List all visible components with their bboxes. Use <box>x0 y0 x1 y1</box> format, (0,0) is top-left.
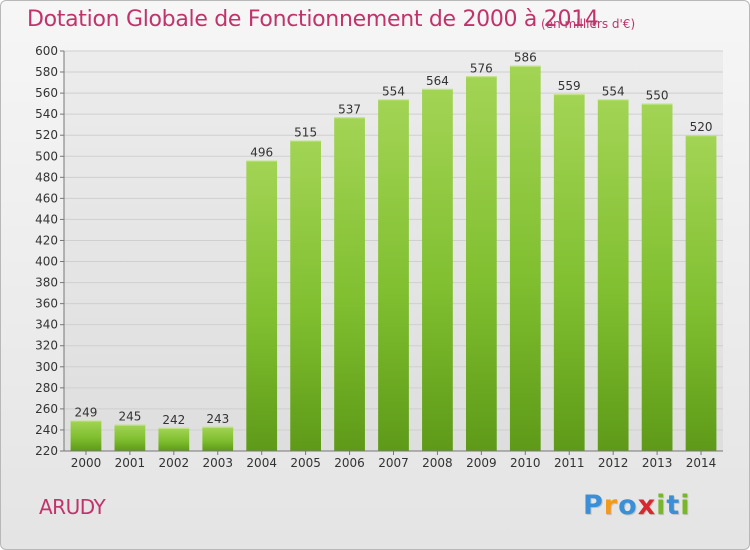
y-tick-label: 560 <box>35 86 58 100</box>
x-tick-label-2011: 2011 <box>554 456 585 470</box>
logo-letter: x <box>637 490 657 521</box>
x-tick-label-2012: 2012 <box>598 456 629 470</box>
y-tick-label: 400 <box>35 255 58 269</box>
y-tick-label: 440 <box>35 212 58 226</box>
bars-layer: 249 245 242 243 496 515 537 554 564 576 586 559 554 5… <box>70 51 717 452</box>
bar-2001 <box>114 424 146 451</box>
proxiti-logo: Proxiti <box>583 490 691 521</box>
bar-2006 <box>334 117 365 451</box>
y-tick-label: 220 <box>35 444 58 458</box>
bar-2003 <box>202 426 234 451</box>
y-tick-label: 340 <box>35 318 58 332</box>
y-tick-label: 380 <box>35 276 58 290</box>
place-name: ARUDY <box>39 495 106 519</box>
logo-letter: o <box>618 490 638 521</box>
x-tick-label-2002: 2002 <box>159 456 190 470</box>
x-tick-label-2003: 2003 <box>202 456 233 470</box>
bar-2010 <box>509 65 541 451</box>
y-tick-label: 500 <box>35 149 58 163</box>
y-tick-label: 260 <box>35 402 58 416</box>
data-label-2011: 559 <box>558 79 581 93</box>
y-tick-label: 420 <box>35 233 58 247</box>
bar-2002 <box>158 427 190 451</box>
bar-2011 <box>553 94 585 451</box>
bar-2007 <box>378 99 409 451</box>
data-label-2013: 550 <box>646 89 669 103</box>
y-tick-label: 520 <box>35 128 58 142</box>
data-label-2004: 496 <box>250 145 273 159</box>
y-tick-label: 240 <box>35 423 58 437</box>
data-label-2012: 554 <box>602 84 625 98</box>
x-tick-label-2014: 2014 <box>686 456 717 470</box>
chart-subtitle: (en milliers d'€) <box>541 17 636 31</box>
y-tick-label: 540 <box>35 107 58 121</box>
bar-2014 <box>685 135 717 452</box>
data-label-2005: 515 <box>294 125 317 139</box>
x-tick-label-2001: 2001 <box>115 456 146 470</box>
data-label-2010: 586 <box>514 51 537 65</box>
logo-letter: P <box>583 490 604 521</box>
data-label-2006: 537 <box>338 102 361 116</box>
data-label-2009: 576 <box>470 61 493 75</box>
bar-2012 <box>597 99 629 451</box>
x-tick-label-2000: 2000 <box>71 456 102 470</box>
y-tick-label: 360 <box>35 297 58 311</box>
y-tick-label: 600 <box>35 44 58 58</box>
axes-layer: 220 240 260 280 300 320 340 360 380 400 420 440 460 4… <box>35 44 723 470</box>
y-tick-label: 460 <box>35 191 58 205</box>
bar-2005 <box>290 140 322 451</box>
bar-2000 <box>70 420 102 451</box>
logo-letter: i <box>680 490 691 521</box>
x-tick-label-2007: 2007 <box>378 456 409 470</box>
data-label-2002: 242 <box>162 413 185 427</box>
chart-title: Dotation Globale de Fonctionnement de 20… <box>27 7 599 32</box>
y-tick-label: 320 <box>35 339 58 353</box>
x-tick-label-2005: 2005 <box>290 456 321 470</box>
y-tick-label: 480 <box>35 170 58 184</box>
y-tick-label: 300 <box>35 360 58 374</box>
data-label-2014: 520 <box>690 120 713 134</box>
y-tick-label: 580 <box>35 65 58 79</box>
y-tick-label: 280 <box>35 381 58 395</box>
data-label-2000: 249 <box>75 405 98 419</box>
logo-letter: i <box>656 490 667 521</box>
data-label-2003: 243 <box>206 412 229 426</box>
bar-2009 <box>465 76 497 452</box>
logo-letter: r <box>603 490 619 521</box>
bar-2004 <box>246 160 278 451</box>
bar-2008 <box>422 88 453 451</box>
x-tick-label-2004: 2004 <box>246 456 277 470</box>
x-tick-label-2013: 2013 <box>642 456 673 470</box>
bar-2013 <box>641 103 673 451</box>
data-label-2007: 554 <box>382 84 405 98</box>
data-label-2008: 564 <box>426 74 449 88</box>
x-tick-label-2010: 2010 <box>510 456 541 470</box>
x-tick-label-2008: 2008 <box>422 456 453 470</box>
logo-letter: t <box>666 490 681 521</box>
data-label-2001: 245 <box>118 410 141 424</box>
x-tick-label-2009: 2009 <box>466 456 497 470</box>
x-tick-label-2006: 2006 <box>334 456 365 470</box>
